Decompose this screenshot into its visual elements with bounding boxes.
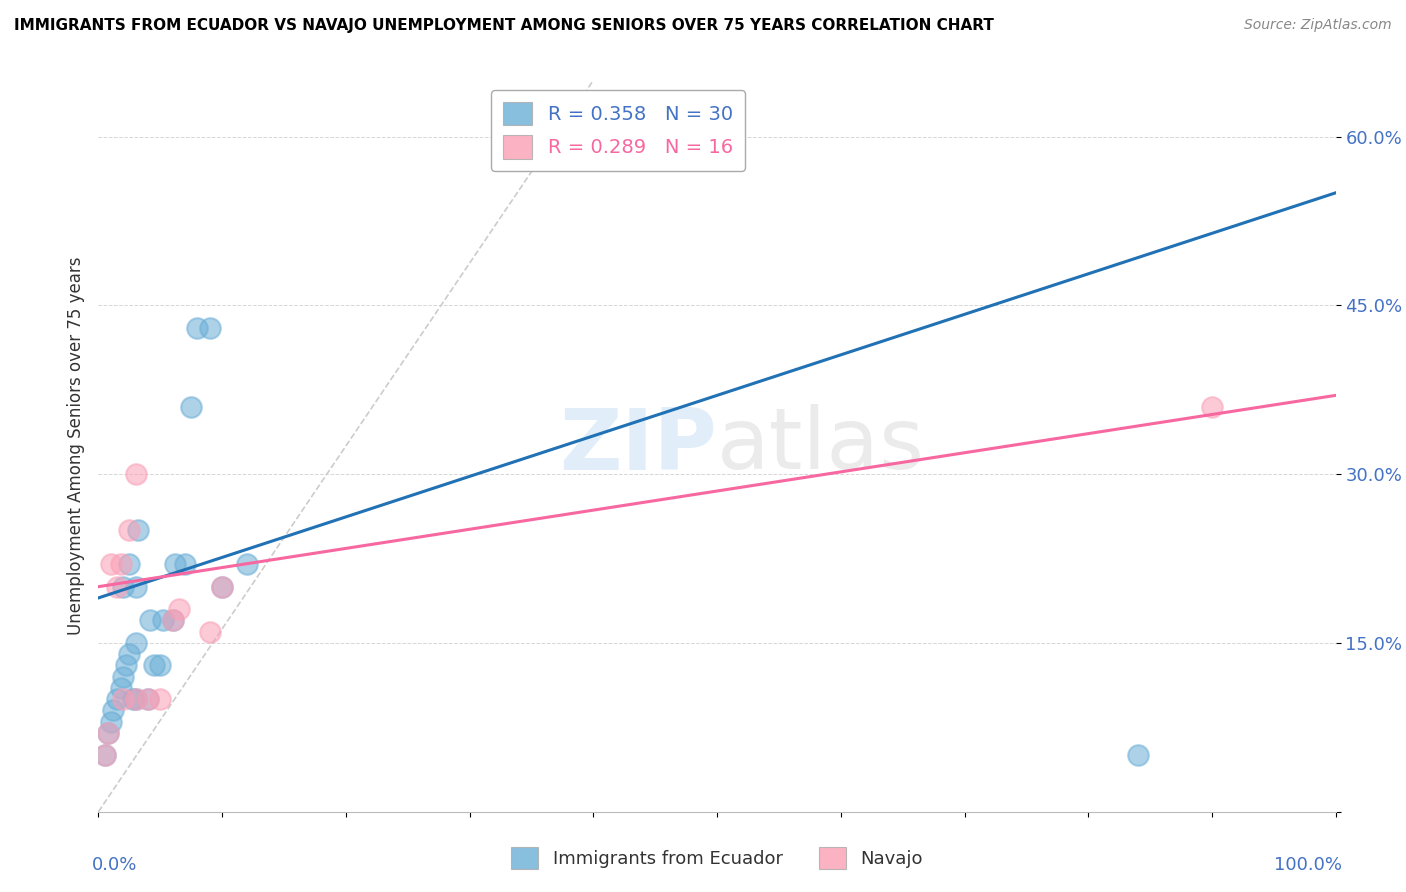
Point — [162, 614, 184, 628]
Point — [93, 748, 115, 763]
Point — [93, 748, 115, 763]
Point — [112, 670, 135, 684]
Point — [112, 692, 135, 706]
Point — [105, 580, 128, 594]
Text: 0.0%: 0.0% — [93, 855, 138, 873]
Point — [124, 467, 146, 482]
Point — [118, 647, 141, 661]
Point — [124, 692, 146, 706]
Point — [186, 321, 208, 335]
Point — [1201, 400, 1223, 414]
Point — [124, 636, 146, 650]
Text: IMMIGRANTS FROM ECUADOR VS NAVAJO UNEMPLOYMENT AMONG SENIORS OVER 75 YEARS CORRE: IMMIGRANTS FROM ECUADOR VS NAVAJO UNEMPL… — [14, 18, 994, 33]
Text: ZIP: ZIP — [560, 404, 717, 488]
Point — [110, 681, 132, 695]
Point — [97, 726, 120, 740]
Point — [124, 692, 146, 706]
Point — [100, 557, 122, 571]
Point — [165, 557, 187, 571]
Point — [112, 580, 135, 594]
Point — [97, 726, 120, 740]
Legend: Immigrants from Ecuador, Navajo: Immigrants from Ecuador, Navajo — [503, 839, 931, 876]
Point — [1126, 748, 1149, 763]
Point — [143, 658, 166, 673]
Point — [167, 602, 190, 616]
Point — [127, 524, 149, 538]
Point — [149, 692, 172, 706]
Point — [236, 557, 259, 571]
Point — [149, 658, 172, 673]
Text: Source: ZipAtlas.com: Source: ZipAtlas.com — [1244, 18, 1392, 32]
Point — [136, 692, 159, 706]
Text: atlas: atlas — [717, 404, 925, 488]
Point — [211, 580, 233, 594]
Point — [136, 692, 159, 706]
Point — [162, 614, 184, 628]
Y-axis label: Unemployment Among Seniors over 75 years: Unemployment Among Seniors over 75 years — [66, 257, 84, 635]
Point — [211, 580, 233, 594]
Point — [118, 557, 141, 571]
Point — [100, 714, 122, 729]
Point — [152, 614, 174, 628]
Point — [198, 624, 221, 639]
Point — [103, 703, 125, 717]
Text: 100.0%: 100.0% — [1274, 855, 1341, 873]
Point — [105, 692, 128, 706]
Point — [110, 557, 132, 571]
Point — [198, 321, 221, 335]
Point — [174, 557, 197, 571]
Point — [139, 614, 162, 628]
Point — [118, 524, 141, 538]
Point — [114, 658, 136, 673]
Point — [180, 400, 202, 414]
Point — [122, 692, 145, 706]
Point — [124, 580, 146, 594]
